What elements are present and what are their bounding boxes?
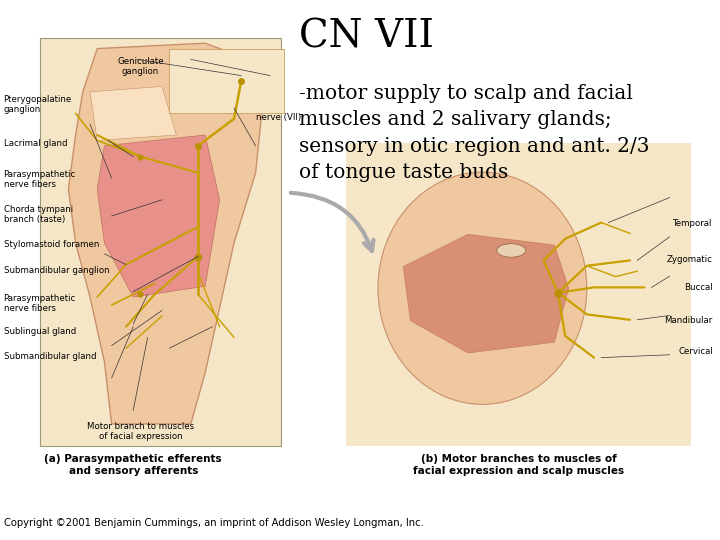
Ellipse shape bbox=[378, 172, 587, 404]
Text: Copyright ©2001 Benjamin Cummings, an imprint of Addison Wesley Longman, Inc.: Copyright ©2001 Benjamin Cummings, an im… bbox=[4, 518, 423, 528]
Polygon shape bbox=[90, 86, 176, 140]
Text: Chorda tympani
branch (taste): Chorda tympani branch (taste) bbox=[4, 205, 73, 224]
Text: (b) Motor branches to muscles of
facial expression and scalp muscles: (b) Motor branches to muscles of facial … bbox=[413, 454, 624, 476]
Ellipse shape bbox=[497, 244, 526, 257]
Text: Stylomastoid foramen: Stylomastoid foramen bbox=[4, 240, 99, 249]
Text: Parasympathetic
nerve fibers: Parasympathetic nerve fibers bbox=[4, 170, 76, 188]
FancyBboxPatch shape bbox=[40, 38, 281, 445]
Text: -motor supply to scalp and facial
muscles and 2 salivary glands;
sensory in otic: -motor supply to scalp and facial muscle… bbox=[299, 84, 649, 182]
FancyBboxPatch shape bbox=[169, 49, 284, 113]
Text: Cervical: Cervical bbox=[678, 347, 713, 356]
Text: Temporal: Temporal bbox=[673, 219, 713, 228]
Text: Submandibular gland: Submandibular gland bbox=[4, 352, 96, 361]
Text: Internal
acoustic
meatus: Internal acoustic meatus bbox=[194, 57, 230, 86]
Text: Lacrimal gland: Lacrimal gland bbox=[4, 139, 67, 148]
Text: Sublingual gland: Sublingual gland bbox=[4, 327, 76, 336]
Text: Motor branch to muscles
of facial expression: Motor branch to muscles of facial expres… bbox=[87, 422, 194, 441]
Polygon shape bbox=[68, 43, 263, 424]
Text: Facial
nerve (VII): Facial nerve (VII) bbox=[256, 103, 301, 122]
Text: CN VII: CN VII bbox=[299, 19, 433, 56]
Text: Zygomatic: Zygomatic bbox=[667, 255, 713, 264]
Polygon shape bbox=[97, 135, 220, 297]
Text: Geniculate
ganglion: Geniculate ganglion bbox=[117, 57, 163, 76]
Text: Buccal: Buccal bbox=[684, 284, 713, 293]
Text: Parasympathetic
nerve fibers: Parasympathetic nerve fibers bbox=[4, 294, 76, 313]
FancyBboxPatch shape bbox=[346, 143, 691, 446]
Text: Submandibular ganglion: Submandibular ganglion bbox=[4, 266, 109, 275]
Polygon shape bbox=[403, 234, 569, 353]
Text: (a) Parasympathetic efferents
and sensory afferents: (a) Parasympathetic efferents and sensor… bbox=[45, 454, 222, 476]
Text: Mandibular: Mandibular bbox=[665, 316, 713, 325]
Text: Pterygopalatine
ganglion: Pterygopalatine ganglion bbox=[4, 94, 72, 113]
